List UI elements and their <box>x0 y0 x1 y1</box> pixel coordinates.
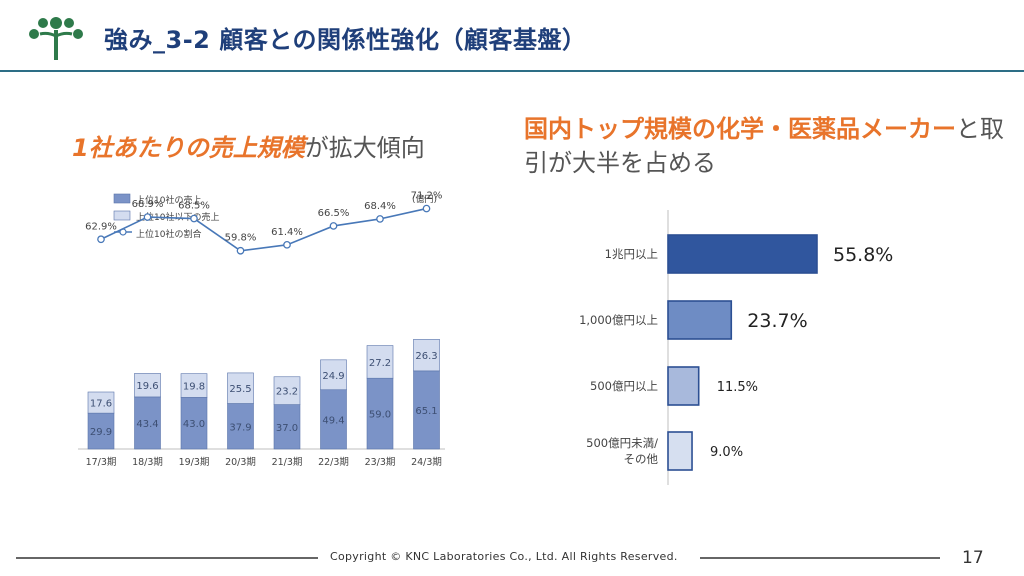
legend-swatch <box>113 193 131 204</box>
x-tick-label: 21/3期 <box>272 457 303 468</box>
bar-top10 <box>273 404 301 450</box>
value-label: 23.7% <box>747 310 807 332</box>
data-label-others: 27.2 <box>369 358 391 369</box>
value-label: 11.5% <box>717 380 758 395</box>
bar-top10 <box>180 397 208 450</box>
tree-logo-icon <box>29 17 83 60</box>
data-label-others: 25.5 <box>229 384 251 395</box>
legend-entry: 上位10社の売上 <box>136 194 201 206</box>
legend-entry: 上位10社以下の売上 <box>136 211 219 223</box>
left-heading: 1社あたりの売上規模が拡大傾向 <box>72 128 425 163</box>
category-label: その他 <box>624 452 659 466</box>
value-label: 55.8% <box>833 244 893 266</box>
footer-line-right <box>700 557 940 559</box>
unit-label: (億円) <box>412 193 437 205</box>
bar-others <box>227 372 254 404</box>
right-heading-rest: と取引が大半を占める <box>524 115 1004 177</box>
ratio-label: 61.4% <box>271 227 303 238</box>
bar-top10 <box>320 389 347 450</box>
ratio-label: 68.5% <box>178 201 210 212</box>
x-tick-label: 19/3期 <box>179 457 210 468</box>
page-number: 17 <box>962 548 984 568</box>
data-label-top10: 59.0 <box>369 410 391 421</box>
data-label-top10: 37.9 <box>229 422 251 433</box>
bar-others <box>320 359 347 391</box>
slide-header: 強み_3-2 顧客との関係性強化（顧客基盤） <box>0 0 1024 72</box>
ratio-point <box>190 214 198 223</box>
horizontal-bar <box>667 431 693 471</box>
category-label: 1兆円以上 <box>605 247 658 261</box>
x-tick-label: 17/3期 <box>86 457 117 468</box>
ratio-label: 71.2% <box>411 191 443 202</box>
data-label-others: 19.8 <box>183 382 205 393</box>
ratio-label: 66.5% <box>318 208 350 219</box>
footer-line-left <box>16 557 318 559</box>
x-tick-label: 18/3期 <box>132 457 163 468</box>
ratio-line <box>100 207 427 252</box>
ratio-point <box>143 213 152 221</box>
right-heading-emphasis: 国内トップ規模の化学・医薬品メーカー <box>524 115 956 143</box>
bar-others <box>134 373 161 398</box>
left-heading-rest: が拡大傾向 <box>304 134 425 162</box>
data-label-top10: 65.1 <box>415 406 437 417</box>
data-label-others: 23.2 <box>276 387 298 398</box>
bar-others <box>273 376 301 405</box>
x-tick-label: 23/3期 <box>365 457 396 468</box>
x-tick-label: 22/3期 <box>318 457 349 468</box>
data-label-top10: 49.4 <box>322 415 344 426</box>
data-label-top10: 43.4 <box>136 419 158 430</box>
ratio-label: 59.8% <box>225 233 257 244</box>
horizontal-bar <box>667 234 818 274</box>
right-heading: 国内トップ規模の化学・医薬品メーカーと取引が大半を占める <box>524 112 1004 180</box>
ratio-point <box>236 246 245 255</box>
ratio-point <box>283 240 291 249</box>
bar-others <box>366 345 394 379</box>
page-title: 強み_3-2 顧客との関係性強化（顧客基盤） <box>104 26 587 54</box>
category-label: 500億円未満/ <box>586 436 658 450</box>
data-label-others: 17.6 <box>90 399 112 410</box>
ratio-point <box>329 222 338 230</box>
left-heading-emphasis: 1社あたりの売上規模 <box>72 134 305 162</box>
data-label-top10: 43.0 <box>183 419 205 430</box>
ratio-label: 62.9% <box>85 221 117 232</box>
data-label-others: 19.6 <box>136 381 158 392</box>
footer-copyright: Copyright © KNC Laboratories Co., Ltd. A… <box>330 550 678 563</box>
data-label-top10: 29.9 <box>90 427 112 438</box>
data-label-top10: 37.0 <box>276 423 298 434</box>
customer-scale-chart: 1兆円以上 55.8% 1,000億円以上 23.7% 500億円以上 11.5% 500億… <box>579 210 893 485</box>
bar-top10 <box>227 403 254 450</box>
ratio-point <box>97 235 105 244</box>
data-label-others: 24.9 <box>322 371 344 382</box>
legend-entry: 上位10社の割合 <box>136 228 201 240</box>
bar-others <box>413 339 440 372</box>
ratio-label: 68.9% <box>132 199 164 210</box>
data-label-others: 26.3 <box>415 351 437 362</box>
horizontal-bar <box>667 366 700 406</box>
legend-swatch <box>113 210 131 221</box>
ratio-point <box>376 215 384 223</box>
category-label: 1,000億円以上 <box>579 313 658 327</box>
x-tick-label: 24/3期 <box>411 457 442 468</box>
horizontal-bar <box>667 300 733 340</box>
category-label: 500億円以上 <box>590 379 658 393</box>
value-label: 9.0% <box>710 445 743 460</box>
ratio-label: 68.4% <box>364 201 396 212</box>
ratio-point <box>422 204 431 213</box>
header-divider <box>0 70 1024 72</box>
bar-top10 <box>134 396 161 450</box>
x-tick-label: 20/3期 <box>225 457 256 468</box>
bar-others <box>87 391 115 414</box>
bar-others <box>180 373 208 398</box>
